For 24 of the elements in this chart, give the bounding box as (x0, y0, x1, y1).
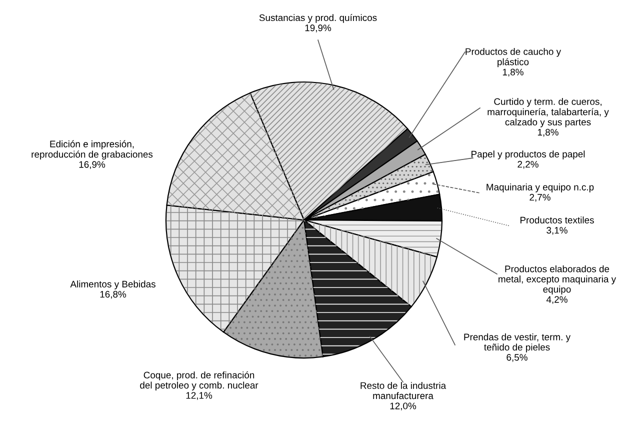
slice-label: Maquinaria y equipo n.c.p (486, 184, 594, 192)
slice-label: Papel y productos de papel (472, 150, 585, 160)
slice-label: Resto de la industria manufacturera (360, 382, 446, 400)
data-label: 12,0% (390, 402, 416, 410)
data-label: 6,5% (506, 354, 528, 362)
slice-label: Curtido y term. de cueros, marroquinería, talabartería, y calzado y sus partes (488, 98, 609, 128)
slice-label: Productos textiles (520, 216, 594, 224)
slice-label: Coque, prod. de refinación del petroleo y comb. nuclear (140, 371, 258, 390)
data-label: 2,2% (518, 160, 538, 169)
slice-label: Productos de caucho y plástico (466, 48, 562, 68)
slice-label: Edición e impresión, reproducción de grabaciones (32, 140, 153, 160)
data-label: 19,9% (305, 24, 332, 32)
slice-label: Productos elaborados de metal, excepto maquinaria y equipo (498, 265, 616, 294)
data-label: 16,9% (79, 161, 106, 169)
data-label: 1,8% (538, 128, 558, 137)
slice-label: Sustancias y prod. químicos (259, 14, 377, 23)
data-label: 3,1% (546, 226, 568, 235)
slice-label: Alimentos y Bebidas (70, 280, 156, 290)
data-label: 2,7% (530, 194, 550, 202)
data-label: 12,1% (186, 392, 212, 400)
data-label: 16,8% (100, 290, 126, 299)
data-label: 1,8% (502, 68, 524, 77)
slice-label: Prendas de vestir, term. y teñido de pieles (464, 333, 571, 352)
data-label: 4,2% (546, 296, 568, 304)
